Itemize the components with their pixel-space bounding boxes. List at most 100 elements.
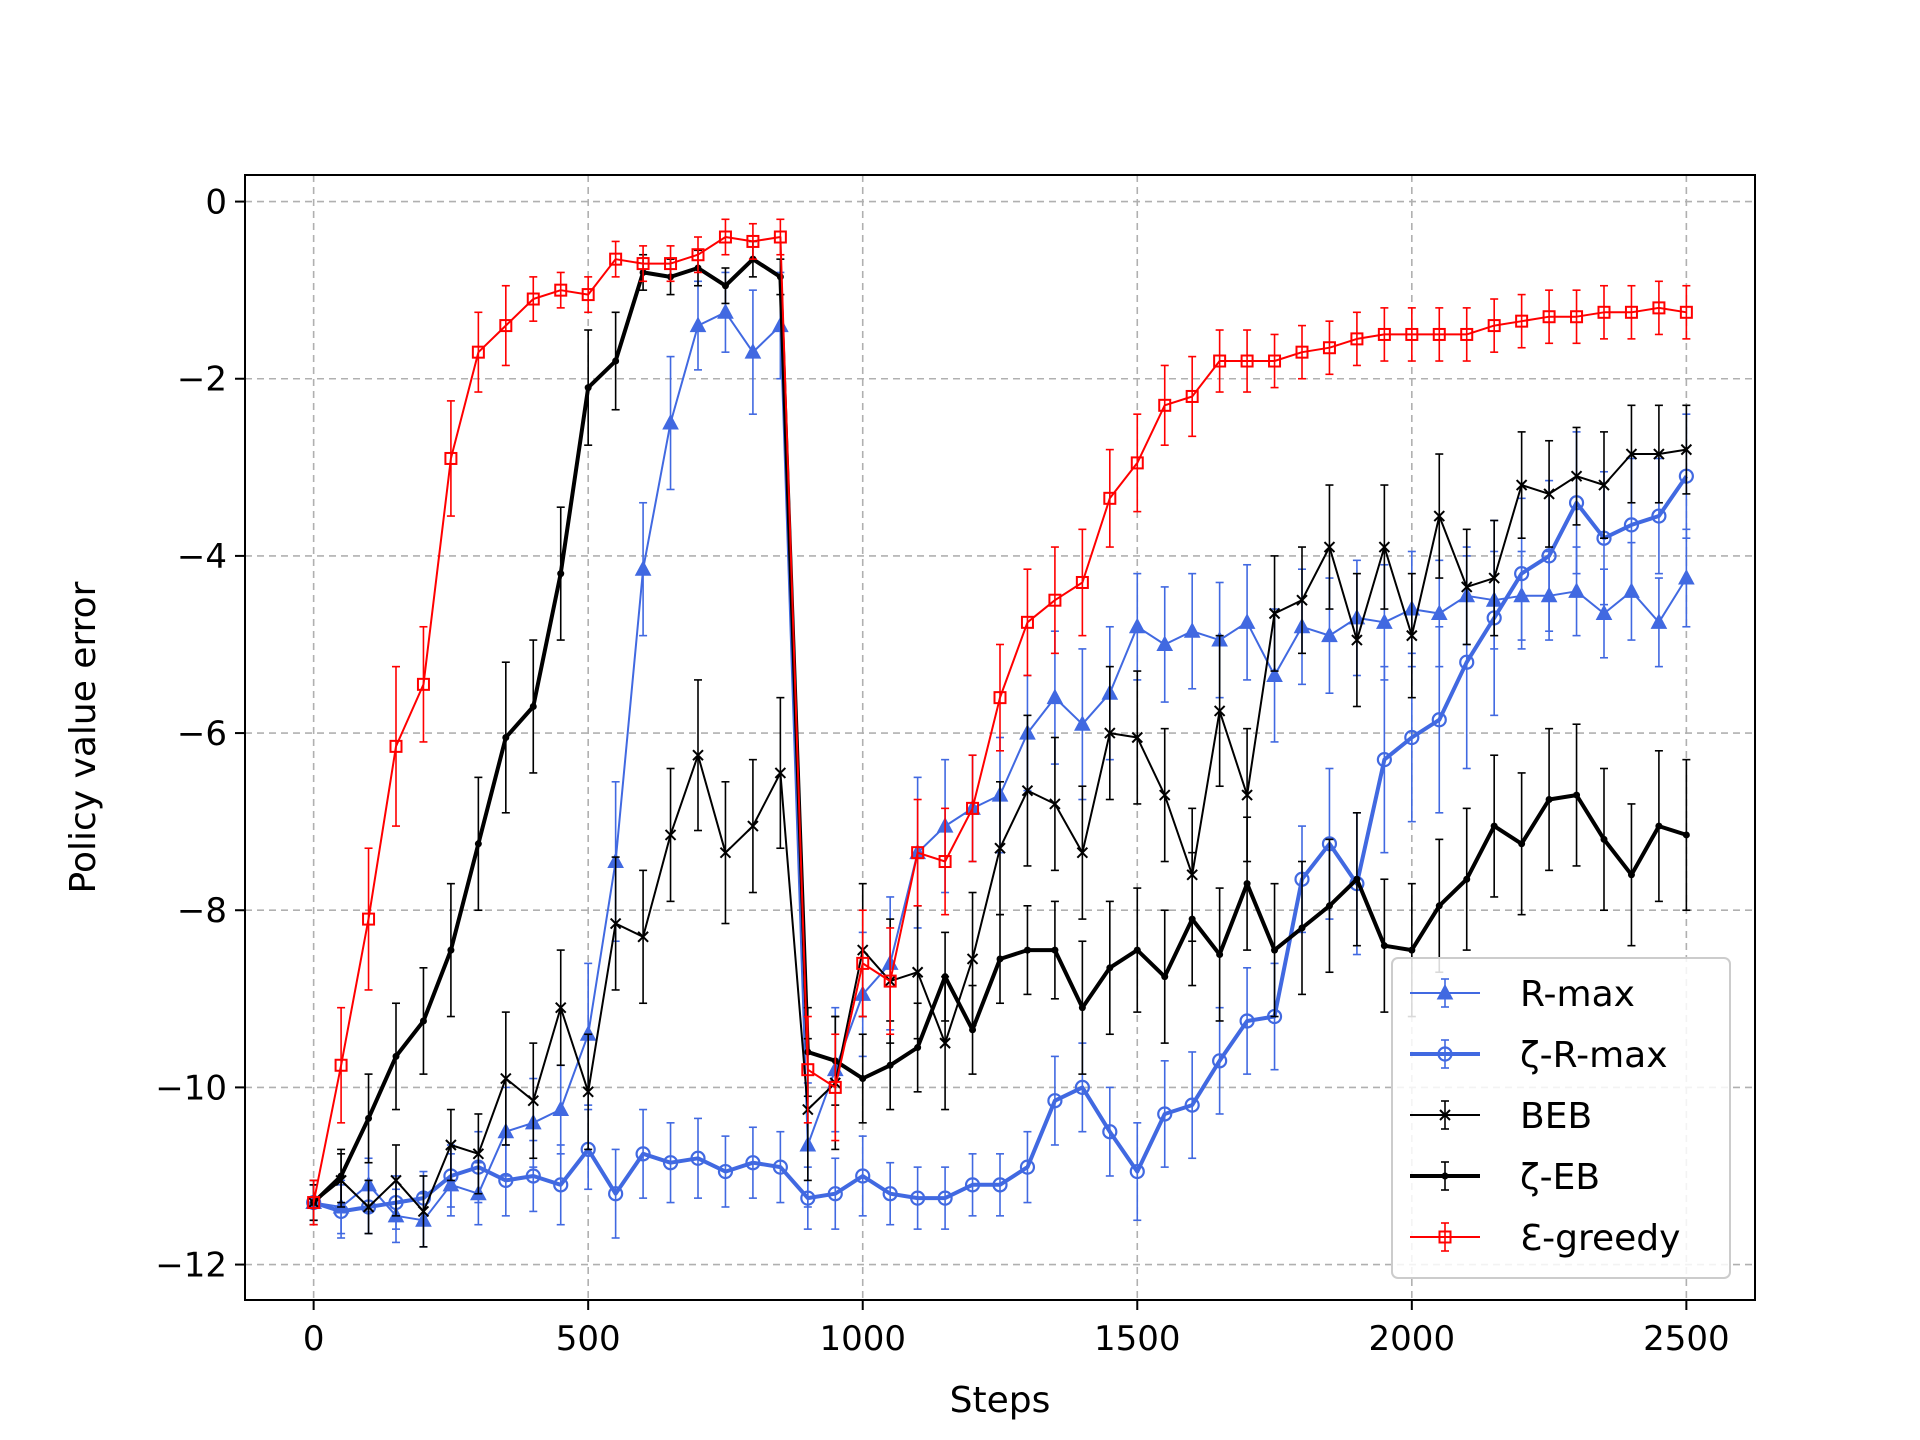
data-point [1023, 946, 1031, 954]
marker-stroke [692, 749, 704, 761]
data-point [1351, 634, 1363, 646]
data-point [1518, 840, 1526, 848]
data-point [552, 1100, 570, 1117]
data-point [1543, 488, 1555, 500]
data-point [1679, 305, 1693, 319]
data-point [886, 1061, 894, 1069]
data-point [307, 1196, 321, 1210]
data-point [334, 1058, 348, 1072]
data-point [365, 1114, 373, 1122]
marker-stroke [774, 767, 787, 779]
data-point [718, 230, 732, 244]
marker-stroke [1296, 594, 1308, 606]
data-point [1408, 946, 1416, 954]
marker-stroke [664, 829, 677, 841]
x-tick-label: 0 [303, 1319, 325, 1359]
data-point [1541, 548, 1557, 564]
data-point [1019, 1159, 1036, 1175]
legend-item: R-max [1410, 974, 1635, 1015]
data-point [612, 357, 620, 365]
legend-item: BEB [1410, 1096, 1592, 1137]
data-point [1074, 715, 1091, 731]
data-point [1157, 1106, 1173, 1122]
series-ζ-EB [309, 240, 1691, 1226]
data-point [1377, 327, 1391, 341]
data-point [1156, 635, 1174, 651]
marker-stroke [1488, 572, 1500, 584]
data-point [392, 1052, 400, 1060]
data-point [664, 257, 678, 271]
marker-stroke [994, 842, 1006, 854]
data-point [719, 846, 732, 859]
marker-stroke [1543, 488, 1555, 500]
marker-stroke [445, 1139, 457, 1151]
markers [307, 230, 1693, 1210]
legend-label: ζ-R-max [1520, 1035, 1668, 1076]
marker-stroke [1515, 479, 1528, 491]
data-point [1188, 915, 1196, 923]
data-point [910, 1190, 926, 1206]
data-point [1490, 822, 1498, 830]
data-point [1239, 1013, 1255, 1029]
data-point [471, 345, 485, 359]
marker-stroke [1439, 1109, 1451, 1121]
data-point [1624, 305, 1638, 319]
data-point [1323, 541, 1336, 553]
data-point [1568, 582, 1585, 598]
data-point [555, 1001, 567, 1014]
data-point [609, 252, 623, 266]
data-point [1130, 456, 1144, 470]
y-tick-label: −6 [177, 714, 227, 754]
data-point [1542, 310, 1556, 324]
data-point [529, 702, 537, 710]
data-point [1048, 593, 1062, 607]
legend-marker [1441, 1172, 1449, 1180]
data-point [1074, 1079, 1090, 1096]
data-point [1435, 902, 1443, 910]
data-point [527, 1094, 539, 1107]
x-tick-label: 500 [556, 1319, 621, 1359]
data-point [744, 343, 762, 359]
marker-stroke [1378, 541, 1391, 553]
data-point [1103, 491, 1117, 505]
marker-stroke [911, 966, 924, 978]
marker-stroke [1213, 705, 1226, 717]
data-point [1463, 875, 1471, 883]
data-point [1184, 1097, 1200, 1113]
series-Ɛ-greedy [307, 218, 1693, 1226]
data-point [1380, 942, 1388, 950]
data-point [526, 292, 540, 306]
data-point [1106, 964, 1114, 972]
data-point [1433, 510, 1445, 522]
data-point [964, 1177, 981, 1193]
data-point [1650, 613, 1668, 629]
data-point [966, 953, 979, 965]
data-point [447, 946, 455, 954]
markers [307, 443, 1693, 1218]
data-point [1212, 1053, 1228, 1069]
legend-marker [1437, 1046, 1453, 1062]
data-point [882, 1186, 898, 1202]
legend-item: ζ-R-max [1410, 1035, 1668, 1076]
data-point [554, 283, 568, 297]
data-point [1515, 314, 1529, 328]
data-point [1185, 389, 1199, 403]
data-point [969, 1026, 977, 1034]
data-point [856, 956, 870, 970]
data-point [859, 1075, 867, 1083]
data-point [362, 912, 376, 926]
data-point [1487, 319, 1501, 333]
data-point [635, 1146, 651, 1162]
marker-stroke [1159, 789, 1171, 801]
data-point [1404, 729, 1420, 746]
data-point [1430, 604, 1448, 620]
y-tick-label: −4 [177, 537, 227, 577]
data-point [557, 570, 565, 578]
marker-stroke [472, 1148, 485, 1160]
data-point [1240, 354, 1254, 368]
data-point [1623, 517, 1640, 533]
data-point [499, 319, 513, 333]
data-point [1597, 305, 1611, 319]
data-point [939, 1037, 951, 1049]
data-point [609, 917, 622, 930]
